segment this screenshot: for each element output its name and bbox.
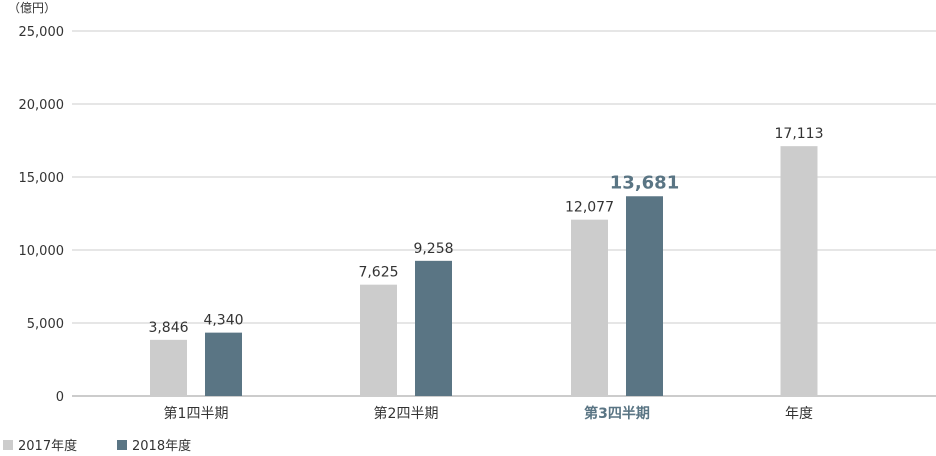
y-tick-label: 25,000 (19, 25, 65, 40)
legend-swatch-0 (3, 440, 13, 450)
bar-2017-2 (571, 219, 608, 396)
bar-2018-1 (415, 260, 452, 396)
x-category-label: 第2四半期 (374, 405, 439, 422)
bar-value-label: 7,625 (358, 265, 398, 281)
bar-2017-0 (150, 339, 187, 396)
y-tick-label: 15,000 (19, 171, 65, 186)
y-tick-label: 0 (56, 390, 64, 405)
bar-value-label: 3,846 (148, 320, 188, 336)
bar-value-label: 13,681 (610, 172, 679, 193)
legend-label: 2018年度 (132, 438, 191, 454)
bar-2017-1 (360, 284, 397, 396)
bar-value-label: 9,258 (413, 241, 453, 257)
bar-value-label: 12,077 (565, 200, 614, 216)
bar-value-label: 4,340 (203, 313, 243, 329)
bar-2017-3 (780, 146, 818, 396)
bar-2018-2 (626, 196, 663, 396)
bar-2018-0 (205, 332, 242, 396)
y-unit-label: （億円） (8, 1, 56, 15)
legend-label: 2017年度 (18, 438, 77, 454)
x-category-label: 年度 (785, 406, 813, 422)
y-tick-label: 5,000 (27, 317, 64, 332)
legend-swatch-1 (117, 440, 127, 450)
y-tick-label: 10,000 (19, 244, 65, 259)
x-category-label: 第1四半期 (164, 405, 229, 422)
bar-value-label: 17,113 (775, 126, 824, 142)
y-tick-label: 20,000 (19, 98, 65, 113)
x-category-label: 第3四半期 (584, 405, 650, 422)
